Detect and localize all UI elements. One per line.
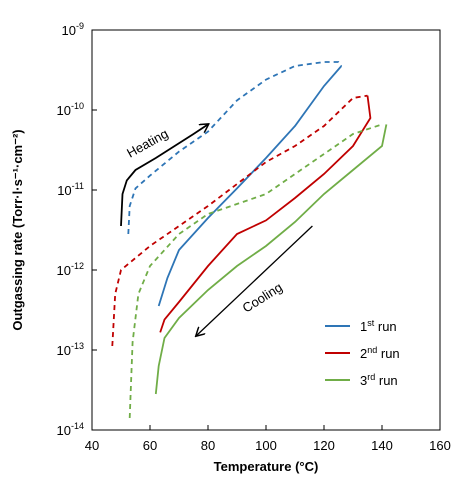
x-tick-label: 80 (201, 438, 215, 453)
heating-arrow (120, 124, 208, 227)
series-1-cooling-line (157, 65, 343, 307)
y-axis-ticks: 10-9 10-10 10-11 10-12 10-13 10-14 (57, 21, 97, 438)
series-3-heating-line (128, 123, 383, 419)
plot-frame (91, 29, 441, 431)
y-axis-title: Outgassing rate (Torr·l·s⁻¹·cm⁻²) (10, 129, 25, 330)
x-tick-label: 40 (85, 438, 99, 453)
direction-arrows (120, 124, 313, 336)
y-tick-label: 10-11 (57, 181, 84, 198)
y-tick-label: 10-10 (57, 101, 84, 118)
series-2-heating-line (111, 94, 368, 347)
y-tick-label: 10-14 (57, 421, 84, 438)
y-tick-label: 10-9 (62, 21, 84, 38)
y-tick-label: 10-13 (57, 341, 84, 358)
series-layer (111, 61, 388, 419)
y-tick-label: 10-12 (57, 261, 84, 278)
legend-label-1: 1st run (360, 318, 397, 334)
cooling-arrow (196, 225, 313, 336)
legend-label-2: 2nd run (360, 345, 400, 361)
series-3-cooling-line (154, 124, 388, 395)
legend-label-3: 3rd run (360, 372, 398, 388)
x-tick-label: 160 (429, 438, 451, 453)
series-2-cooling-line (159, 95, 372, 333)
cooling-annotation: Cooling (240, 279, 285, 315)
x-tick-label: 120 (313, 438, 335, 453)
x-tick-label: 60 (143, 438, 157, 453)
x-tick-label: 100 (255, 438, 277, 453)
legend: 1st run 2nd run 3rd run (325, 318, 400, 388)
x-axis-title: Temperature (°C) (214, 459, 319, 474)
x-axis-ticks: 40 60 80 100 120 140 160 (85, 425, 451, 453)
heating-annotation: Heating (124, 126, 170, 161)
series-1-heating-line (127, 61, 343, 235)
x-tick-label: 140 (371, 438, 393, 453)
